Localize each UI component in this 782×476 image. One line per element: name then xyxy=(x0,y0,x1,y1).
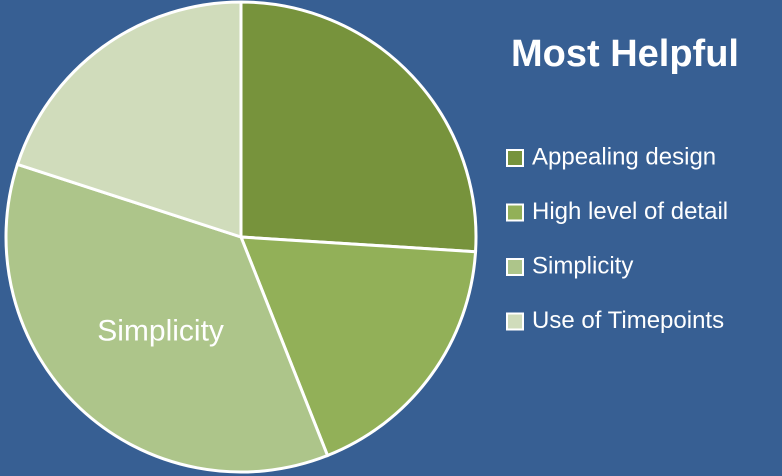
legend-label: High level of detail xyxy=(532,198,728,225)
pie-slice xyxy=(238,235,478,458)
legend-label: Use of Timepoints xyxy=(532,307,724,334)
legend-label: Simplicity xyxy=(532,252,633,279)
legend-marker xyxy=(506,203,524,222)
chart-title: Most Helpful xyxy=(511,33,739,75)
legend-marker xyxy=(506,312,524,331)
pie-slice xyxy=(4,162,330,474)
legend-marker xyxy=(506,149,524,167)
data-label: Simplicity xyxy=(97,315,224,348)
pie-slice xyxy=(15,0,243,240)
legend-label: Appealing design xyxy=(532,143,716,170)
pie-slice xyxy=(239,0,478,254)
legend-marker xyxy=(506,258,524,276)
